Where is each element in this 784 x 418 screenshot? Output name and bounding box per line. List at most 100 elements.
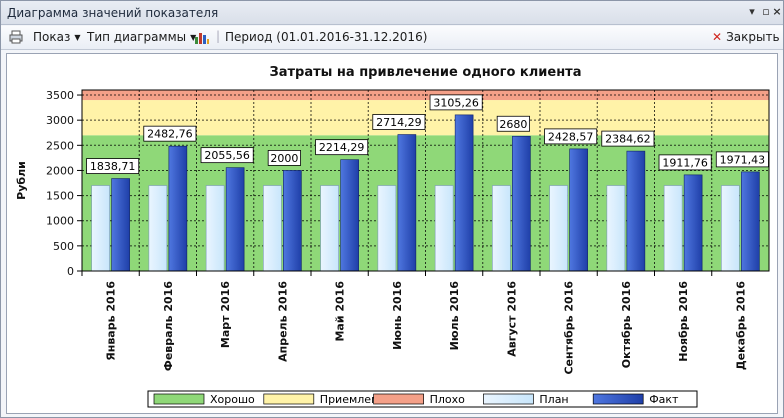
x-tick-label: Январь 2016 xyxy=(105,281,118,361)
chart-title: Затраты на привлечение одного клиента xyxy=(269,65,581,80)
data-label: 1911,76 xyxy=(662,156,708,169)
x-tick-label: Июнь 2016 xyxy=(391,281,404,350)
bar-plan xyxy=(606,185,626,272)
close-x-icon: ✕ xyxy=(712,30,723,44)
legend-label: Приемлемо xyxy=(320,393,387,406)
bar-plan xyxy=(263,185,282,272)
y-tick-label: 2000 xyxy=(46,164,74,177)
legend-label: Факт xyxy=(649,393,679,406)
bar-fact xyxy=(454,114,474,272)
bar-fact xyxy=(340,159,359,272)
bar-fact xyxy=(741,171,760,272)
data-label: 2714,29 xyxy=(376,116,422,129)
legend-label: Хорошо xyxy=(210,393,255,406)
data-label: 2214,29 xyxy=(319,141,365,154)
x-tick-label: Ноябрь 2016 xyxy=(677,281,690,362)
chevron-down-icon: ▼ xyxy=(190,33,197,42)
x-tick-label: Сентябрь 2016 xyxy=(563,281,576,375)
close-icon[interactable]: × xyxy=(772,5,782,18)
data-label-box xyxy=(544,128,598,145)
data-label: 2055,56 xyxy=(204,149,250,162)
y-tick-label: 3500 xyxy=(46,89,74,102)
legend-label: Плохо xyxy=(430,393,466,406)
data-label-box xyxy=(267,150,301,166)
data-label-box xyxy=(200,147,254,164)
y-tick-label: 0 xyxy=(67,265,74,278)
zone-2 xyxy=(82,100,769,136)
data-label: 2680 xyxy=(499,118,527,131)
bar-plan xyxy=(148,185,168,272)
bar-plan xyxy=(91,185,110,272)
plot-area-border xyxy=(81,89,770,272)
x-tick-label: Май 2016 xyxy=(334,281,347,342)
chart-icon[interactable] xyxy=(194,30,210,48)
chart: Затраты на привлечение одного клиента 0 50… xyxy=(15,65,770,408)
data-label: 2482,76 xyxy=(147,128,193,141)
legend-label: План xyxy=(539,393,568,406)
data-label-box xyxy=(143,125,197,142)
bar-fact xyxy=(397,134,417,272)
chevron-down-icon: ▼ xyxy=(74,33,81,42)
x-tick-label: Август 2016 xyxy=(505,281,518,357)
bar-fact xyxy=(283,170,302,272)
print-icon[interactable] xyxy=(9,30,23,47)
y-tick-label: 2500 xyxy=(46,139,74,152)
data-label: 2000 xyxy=(270,152,298,165)
dropdown-icon[interactable]: ▾ xyxy=(749,5,755,18)
bar-plan xyxy=(549,185,568,272)
bar-fact xyxy=(111,178,130,272)
toolbar-separator: | xyxy=(216,29,221,43)
data-label: 3105,26 xyxy=(433,96,479,109)
x-tick-label: Март 2016 xyxy=(219,281,232,348)
bar-plan xyxy=(320,185,339,272)
bar-fact xyxy=(683,174,703,272)
x-tick-label: Октябрь 2016 xyxy=(620,281,633,369)
y-tick-label: 1500 xyxy=(46,190,74,203)
data-label-box xyxy=(429,94,483,111)
data-label: 2428,57 xyxy=(548,130,594,143)
data-label: 1971,43 xyxy=(720,153,766,166)
restore-icon[interactable]: ▫ xyxy=(762,5,770,18)
bar-plan xyxy=(663,185,683,272)
legend-swatch xyxy=(153,393,205,405)
x-tick-label: Июль 2016 xyxy=(448,281,461,351)
y-axis-label: Рубли xyxy=(15,161,28,200)
legend-swatch xyxy=(483,393,534,405)
bar-plan xyxy=(377,185,397,272)
x-tick-label: Апрель 2016 xyxy=(276,281,289,362)
bar-fact xyxy=(225,167,245,272)
legend-swatch xyxy=(263,393,315,405)
y-tick-label: 3000 xyxy=(46,114,74,127)
show-menu[interactable]: Показ ▼ xyxy=(33,30,81,44)
close-button[interactable]: ✕ Закрыть xyxy=(712,30,780,44)
data-label-box xyxy=(86,158,140,174)
close-button-label: Закрыть xyxy=(726,30,780,44)
bar-fact xyxy=(168,145,188,272)
chart-type-menu-label: Тип диаграммы xyxy=(87,30,187,44)
data-label: 1838,71 xyxy=(90,160,136,173)
legend-swatch xyxy=(373,393,424,405)
data-label: 2384,62 xyxy=(605,133,651,146)
bar-fact xyxy=(512,135,531,272)
bar-fact xyxy=(569,148,588,272)
x-tick-label: Декабрь 2016 xyxy=(734,281,747,370)
period-button[interactable]: Период (01.01.2016-31.12.2016) xyxy=(225,30,428,44)
bar-plan xyxy=(721,185,740,272)
title-bar: Диаграмма значений показателя ▾ ▫ × xyxy=(1,1,783,25)
chart-frame: Затраты на привлечение одного клиента 0 50… xyxy=(6,53,778,414)
bar-fact xyxy=(626,150,646,272)
x-tick-label: Февраль 2016 xyxy=(162,281,175,371)
data-label-box xyxy=(372,114,426,130)
chart-type-menu[interactable]: Тип диаграммы ▼ xyxy=(87,30,196,44)
show-menu-label: Показ xyxy=(33,30,71,44)
data-label-box xyxy=(658,154,712,171)
toolbar: Показ ▼ Тип диаграммы ▼ | Период (01.01.20… xyxy=(1,26,783,50)
window-title: Диаграмма значений показателя xyxy=(7,6,219,20)
legend-swatch xyxy=(592,393,644,405)
bar-plan xyxy=(492,185,511,272)
y-tick-label: 1000 xyxy=(46,215,74,228)
data-label-box xyxy=(715,151,769,168)
data-label-box xyxy=(315,139,369,156)
data-label-box xyxy=(496,115,530,132)
